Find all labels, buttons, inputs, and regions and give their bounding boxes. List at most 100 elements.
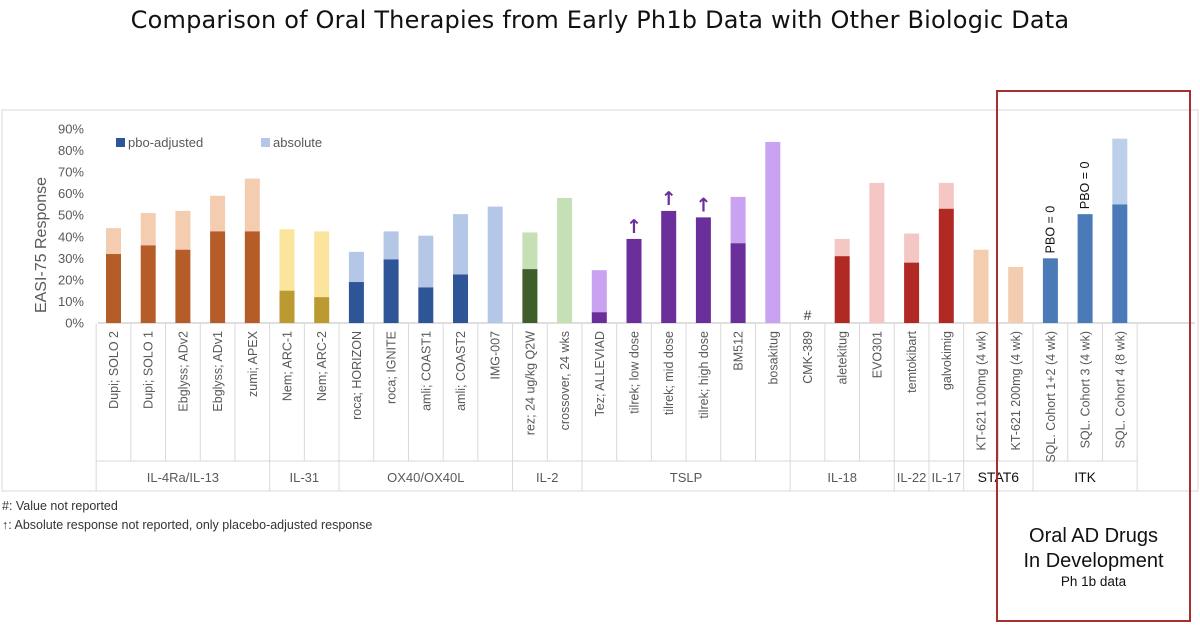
bar-absolute: [904, 233, 920, 263]
bar-absolute: [765, 141, 781, 323]
bar-pbo-adjusted: [210, 231, 226, 323]
bar-pbo-adjusted: [730, 243, 746, 323]
bar-pbo-adjusted: [106, 254, 121, 323]
bar-pbo-adjusted: [591, 312, 607, 323]
bar-absolute: [244, 178, 260, 232]
legend-label-pbo-adjusted: pbo-adjusted: [128, 135, 203, 150]
category-label: IMG-007: [489, 331, 503, 380]
oral-drugs-line3: Ph 1b data: [1060, 574, 1127, 589]
legend-swatch-pbo-adjusted: [116, 138, 125, 147]
bar-pbo-adjusted: [383, 259, 399, 323]
bar-pbo-adjusted: [175, 249, 191, 323]
y-tick-label: 0%: [65, 316, 84, 331]
bar-absolute: [210, 195, 226, 232]
bar-pbo-adjusted: [1042, 258, 1058, 323]
bar-pbo-adjusted: [938, 208, 954, 323]
category-label: EVO301: [870, 331, 884, 378]
absolute-not-reported-arrow: ↑: [661, 188, 677, 210]
bar-absolute: [973, 249, 989, 323]
category-label: Dupi; SOLO 2: [107, 331, 121, 409]
group-label: STAT6: [978, 469, 1020, 485]
legend-label-absolute: absolute: [273, 135, 322, 150]
bar-pbo-adjusted: [244, 231, 260, 323]
bar-pbo-adjusted: [695, 217, 711, 323]
y-tick-label: 10%: [58, 294, 84, 309]
group-label: IL-2: [536, 470, 558, 485]
category-label: aletekitug: [836, 331, 850, 385]
y-tick-label: 80%: [58, 143, 84, 158]
category-label: roca; IGNITE: [385, 331, 399, 404]
category-label: SQL. Cohort 1+2 (4 wk): [1044, 331, 1058, 463]
category-label: Dupi; SOLO 1: [142, 331, 156, 409]
bar-absolute: [1008, 266, 1024, 323]
group-label: OX40/OX40L: [387, 470, 464, 485]
bar-pbo-adjusted: [418, 287, 434, 323]
bar-absolute: [106, 228, 121, 255]
bar-pbo-adjusted: [522, 269, 538, 323]
oral-drugs-label: Oral AD Drugs In Development Ph 1b data: [996, 524, 1191, 590]
bar-pbo-adjusted: [314, 297, 330, 323]
category-label: tilrek; mid dose: [662, 331, 676, 415]
category-label: Nem; ARC-1: [281, 331, 295, 401]
category-label: Ebglyss; ADv2: [176, 331, 190, 412]
category-label: Tez; ALLEVIAD: [593, 331, 607, 416]
oral-drugs-line2: In Development: [1023, 550, 1164, 572]
page-title: Comparison of Oral Therapies from Early …: [130, 6, 1070, 34]
legend-swatch-absolute: [261, 138, 270, 147]
bar-pbo-adjusted: [279, 290, 295, 323]
category-label: SQL. Cohort 4 (8 wk): [1113, 331, 1127, 448]
group-label: IL-4Ra/IL-13: [147, 470, 219, 485]
bar-absolute: [591, 270, 607, 313]
bar-pbo-adjusted: [348, 282, 364, 323]
oral-drugs-highlight-box: [996, 90, 1191, 622]
bar-absolute: [938, 182, 954, 209]
group-label: IL-18: [827, 470, 857, 485]
category-label: SQL. Cohort 3 (4 wk): [1079, 331, 1093, 448]
bar-absolute: [869, 182, 885, 323]
y-tick-label: 70%: [58, 165, 84, 180]
bar-absolute: [314, 231, 330, 298]
category-label: KT-621 100mg (4 wk): [975, 331, 989, 451]
category-label: tilrek; high dose: [697, 331, 711, 419]
category-label: galvokimig: [940, 331, 954, 390]
category-label: BM512: [732, 331, 746, 371]
category-label: roca; HORIZON: [350, 331, 364, 420]
group-label: ITK: [1074, 469, 1096, 485]
oral-drugs-line1: Oral AD Drugs: [1029, 525, 1158, 547]
group-label: IL-17: [931, 470, 961, 485]
bar-absolute: [1112, 138, 1128, 205]
bar-absolute: [279, 229, 295, 291]
bar-absolute: [730, 196, 746, 244]
y-axis-label: EASI-75 Response: [33, 177, 50, 313]
y-tick-label: 90%: [58, 122, 84, 137]
y-tick-label: 20%: [58, 272, 84, 287]
category-label: crossover, 24 wks: [558, 331, 572, 430]
bar-pbo-adjusted: [1077, 214, 1093, 323]
bar-absolute: [834, 238, 850, 257]
bar-absolute: [522, 232, 538, 270]
bar-pbo-adjusted: [661, 210, 677, 323]
category-label: amli; COAST2: [454, 331, 468, 411]
group-label: IL-22: [897, 470, 927, 485]
category-label: KT-621 200mg (4 wk): [1009, 331, 1023, 451]
y-tick-label: 60%: [58, 186, 84, 201]
bar-absolute: [418, 235, 434, 288]
absolute-not-reported-arrow: ↑: [695, 194, 711, 216]
bar-pbo-adjusted: [140, 245, 156, 323]
note-value-not-reported: #: Value not reported: [2, 499, 118, 513]
bar-pbo-adjusted: [626, 238, 642, 323]
pbo-zero-annotation: PBO = 0: [1043, 206, 1057, 254]
bar-pbo-adjusted: [904, 262, 920, 323]
bar-absolute: [557, 197, 573, 323]
category-label: Ebglyss; ADv1: [211, 331, 225, 412]
category-label: rez; 24 ug/kg Q2W: [523, 331, 537, 435]
category-label: tilrek; low dose: [628, 331, 642, 414]
bar-absolute: [348, 251, 364, 283]
bar-absolute: [140, 213, 156, 246]
category-label: temtokibart: [905, 330, 919, 392]
note-absolute-not-reported: ↑: Absolute response not reported, only …: [2, 518, 373, 532]
bar-pbo-adjusted: [834, 256, 850, 323]
category-label: amli; COAST1: [419, 331, 433, 411]
category-label: bosakitug: [766, 331, 780, 385]
y-tick-label: 30%: [58, 251, 84, 266]
